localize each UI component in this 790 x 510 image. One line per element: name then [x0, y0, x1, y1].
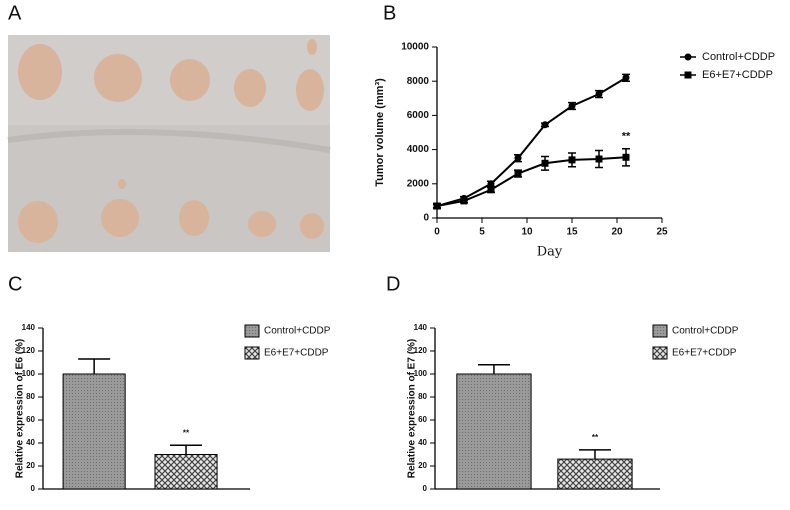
y-tick-label: 0 [423, 213, 429, 224]
error-bar [170, 444, 203, 455]
panel-label: A [8, 2, 22, 24]
legend-label: E6+E7+CDDP [702, 69, 773, 81]
bar [154, 454, 218, 490]
x-tick-label: 25 [656, 227, 668, 238]
y-tick-label: 60 [26, 415, 35, 424]
x-tick-label: 15 [566, 227, 578, 238]
x-axis-label: Day [537, 245, 563, 260]
legend-marker [684, 53, 692, 61]
y-tick-label: 0 [423, 484, 428, 493]
annotation: ** [183, 428, 190, 437]
data-point [568, 156, 576, 164]
y-tick-label: 120 [414, 346, 428, 355]
y-tick-label: 80 [418, 392, 427, 401]
annotation: ** [592, 433, 599, 442]
error-bar [578, 449, 611, 460]
y-axis-label: Tumor volume (mm³) [374, 78, 386, 187]
y-axis-label: Relative expression of E7 (%) [407, 339, 418, 479]
y-tick-label: 120 [22, 346, 36, 355]
error-bar [477, 364, 510, 374]
series-line [436, 76, 627, 207]
data-point [514, 154, 522, 162]
data-point [595, 90, 603, 98]
data-point [487, 186, 495, 194]
series-line [436, 156, 627, 208]
legend-marker [684, 71, 692, 79]
y-tick-label: 40 [26, 438, 35, 447]
y-tick-label: 80 [26, 392, 35, 401]
legend-swatch [652, 324, 668, 338]
legend-swatch [244, 324, 260, 338]
panel-label: D [386, 273, 400, 295]
data-point [433, 202, 441, 210]
bar [62, 373, 126, 490]
data-point [514, 170, 522, 178]
data-point [460, 197, 468, 205]
legend-label: Control+CDDP [264, 326, 331, 337]
data-point [622, 153, 630, 161]
panel-label: C [8, 273, 22, 295]
y-tick-label: 2000 [407, 178, 430, 189]
y-tick-label: 20 [26, 461, 35, 470]
legend-label: Control+CDDP [702, 51, 775, 63]
legend-label: E6+E7+CDDP [264, 348, 329, 359]
legend-swatch [244, 346, 260, 360]
y-tick-label: 100 [414, 369, 428, 378]
y-tick-label: 60 [418, 415, 427, 424]
data-point [568, 102, 576, 110]
bar [456, 373, 532, 490]
panel-label: B [383, 2, 396, 24]
data-point [622, 74, 630, 82]
y-tick-label: 140 [22, 323, 36, 332]
legend-label: Control+CDDP [672, 326, 739, 337]
x-tick-label: 5 [479, 227, 485, 238]
data-point [595, 155, 603, 163]
bar [557, 458, 633, 490]
x-tick-label: 20 [611, 227, 623, 238]
x-tick-label: 10 [521, 227, 533, 238]
y-tick-label: 40 [418, 438, 427, 447]
y-tick-label: 100 [22, 369, 36, 378]
x-tick-label: 0 [434, 227, 440, 238]
tumor-photo [7, 35, 331, 252]
y-tick-label: 20 [418, 461, 427, 470]
annotation: ** [622, 131, 631, 143]
error-bar [78, 358, 111, 374]
y-axis-label: Relative expression of E6 (%) [15, 339, 26, 479]
data-point [487, 180, 495, 188]
y-tick-label: 4000 [407, 144, 430, 155]
y-tick-label: 0 [31, 484, 36, 493]
y-tick-label: 8000 [407, 76, 430, 87]
legend-label: E6+E7+CDDP [672, 348, 737, 359]
data-point [541, 159, 549, 167]
y-tick-label: 6000 [407, 110, 430, 121]
legend-swatch [652, 346, 668, 360]
y-tick-label: 10000 [401, 42, 429, 53]
y-tick-label: 140 [414, 323, 428, 332]
data-point [541, 121, 549, 129]
